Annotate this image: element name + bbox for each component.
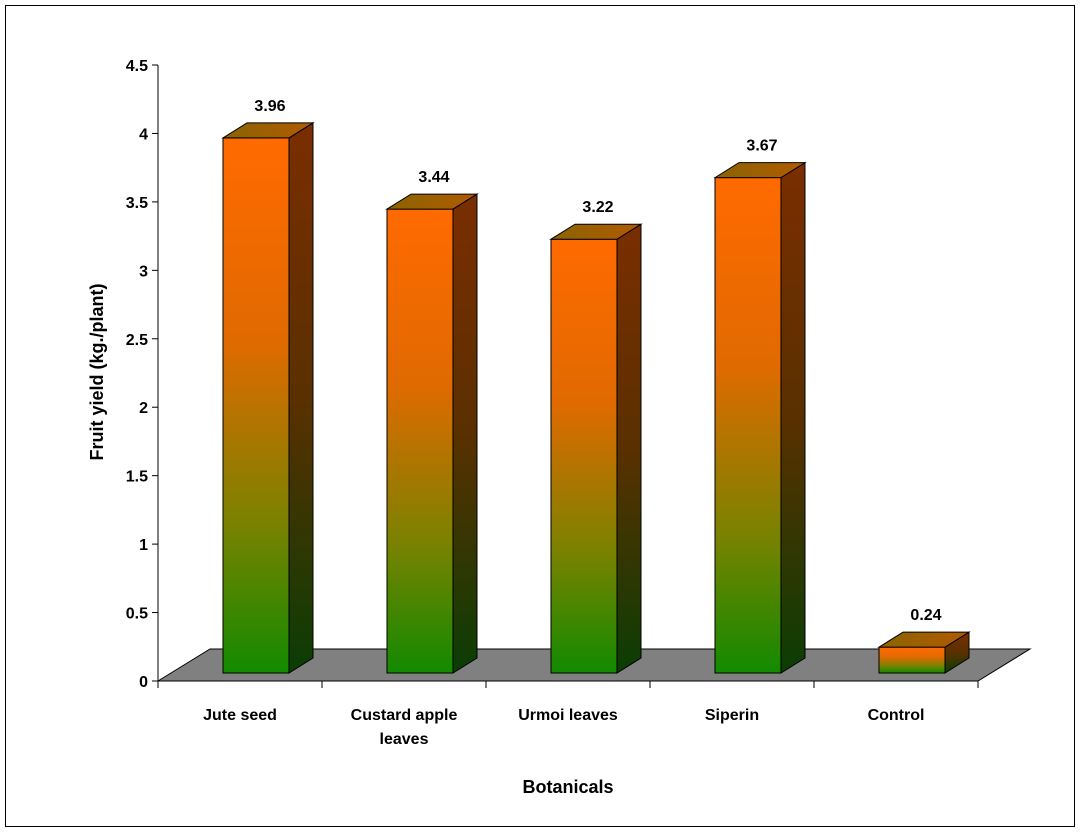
data-label: 3.67: [746, 138, 777, 155]
category-label: Custard apple leaves: [351, 707, 458, 748]
chart-axes: 0 0.5 1 1.5 2 2.5 3 3.5 4 4.5: [126, 58, 979, 691]
data-label: 0.24: [910, 607, 941, 624]
bar-side-face: [288, 122, 314, 674]
bar: [385, 193, 479, 674]
category-label: Control: [868, 707, 925, 724]
category-label: Jute seed: [203, 707, 277, 724]
bar-front-face: [714, 177, 782, 674]
bar: [221, 122, 315, 674]
bar-front-face: [222, 137, 290, 674]
y-tick-label: 2.5: [126, 332, 148, 349]
y-tick-label: 0: [139, 674, 148, 691]
category-label: Siperin: [705, 707, 759, 724]
category-label-line: Siperin: [705, 707, 759, 724]
bar-side-face: [452, 193, 478, 674]
y-tick-label: 2: [139, 400, 148, 417]
y-tick-label: 3: [139, 263, 148, 280]
category-label: Urmoi leaves: [518, 707, 618, 724]
y-tick-label: 1: [139, 537, 148, 554]
bar: [713, 161, 807, 674]
y-tick-label: 3.5: [126, 195, 148, 212]
data-label: 3.22: [582, 199, 613, 216]
category-label-line: leaves: [380, 731, 429, 748]
bar-side-face: [616, 223, 642, 674]
data-label: 3.44: [418, 169, 449, 186]
chart-bars: [221, 122, 971, 674]
y-axis-title: Fruit yield (kg./plant): [87, 283, 107, 460]
bar-top-face: [549, 223, 643, 240]
bar-front-face: [878, 646, 946, 674]
y-tick-label: 4: [139, 126, 148, 143]
category-label-line: Jute seed: [203, 707, 277, 724]
bar-top-face: [385, 193, 479, 210]
chart-frame: [5, 5, 1075, 827]
y-tick-label: 4.5: [126, 58, 148, 75]
y-tick-label: 0.5: [126, 606, 148, 623]
category-label-line: Control: [868, 707, 925, 724]
bar-front-face: [386, 208, 454, 674]
category-label-line: Urmoi leaves: [518, 707, 618, 724]
y-tick-label: 1.5: [126, 469, 148, 486]
chart-labels: 3.96 3.44 3.22 3.67 0.24 Jute seed Custard app…: [203, 98, 942, 748]
bar-top-face: [713, 162, 807, 179]
x-axis-title: Botanicals: [522, 777, 613, 797]
data-label: 3.96: [254, 98, 285, 115]
bar-front-face: [550, 238, 618, 674]
bar: [877, 631, 971, 674]
bar: [549, 223, 643, 674]
bar-side-face: [780, 161, 806, 674]
bar-top-face: [877, 631, 971, 648]
bar-top-face: [221, 122, 315, 139]
category-label-line: Custard apple: [351, 707, 458, 724]
